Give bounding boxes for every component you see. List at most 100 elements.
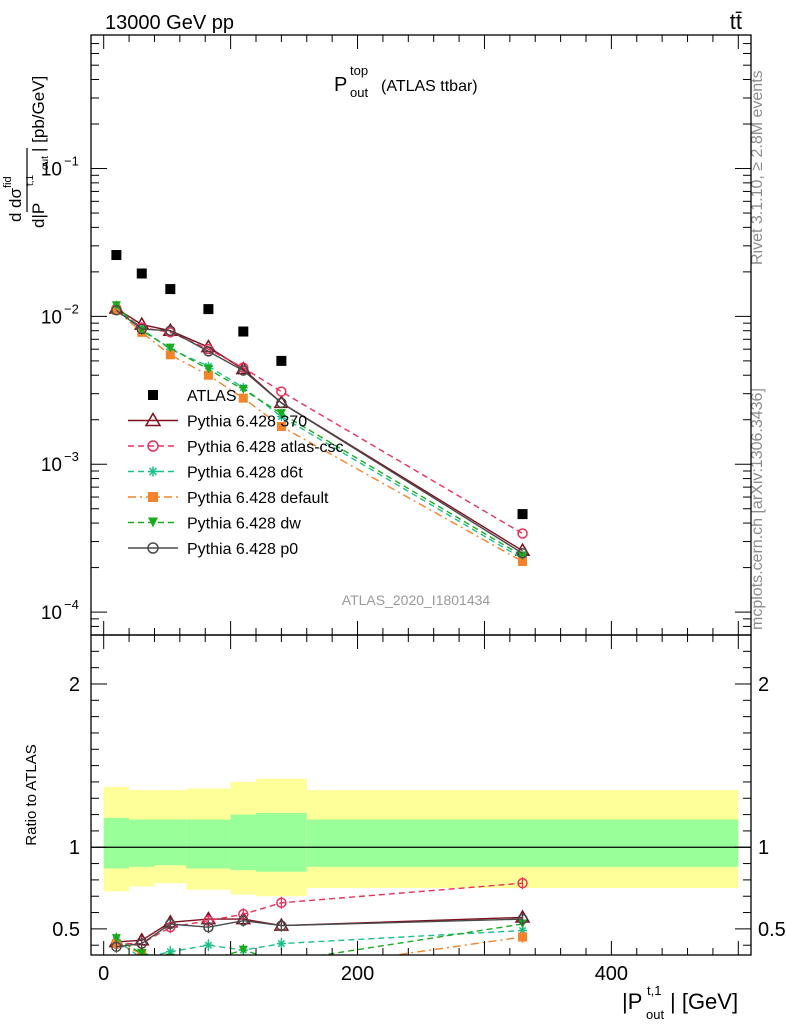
- ratio-ylabel: Ratio to ATLAS: [23, 744, 40, 845]
- series-line: [115, 306, 523, 560]
- ratio-point: [518, 932, 528, 942]
- legend-entry: Pythia 6.428 p0: [128, 541, 298, 558]
- ylabel-denominator: d|P: [29, 203, 48, 228]
- legend-entry: ATLAS: [148, 388, 237, 405]
- xlabel-sup: t,1: [647, 983, 661, 998]
- series-line: [115, 309, 523, 554]
- data-point: [276, 409, 286, 419]
- data-point: [203, 346, 214, 357]
- ratio-point: [276, 939, 286, 949]
- legend-label: Pythia 6.428 p0: [187, 541, 298, 558]
- data-point: [111, 250, 122, 261]
- legend-marker: [148, 390, 158, 400]
- main-panel: 10−110−210−310−4 P top out (ATLAS ttbar)…: [2, 34, 752, 636]
- ratio-series-pythia-6-428-p0: [111, 913, 528, 953]
- ratio-point-stroke: [143, 954, 145, 955]
- data-point: [203, 370, 213, 380]
- ratio-point-stroke: [277, 939, 286, 948]
- green-band: [129, 819, 155, 867]
- data-point: [136, 268, 147, 279]
- ratio-point: [203, 940, 213, 950]
- data-point: [518, 551, 528, 561]
- green-band: [256, 812, 307, 872]
- watermark-label: ATLAS_2020_I1801434: [342, 592, 491, 608]
- process-label: tt̄: [730, 9, 742, 34]
- energy-label: 13000 GeV pp: [105, 12, 234, 34]
- ratio-series-pythia-6-428-370: [108, 909, 531, 948]
- data-point: [276, 421, 286, 431]
- y-tick-label-base: 10: [41, 455, 62, 476]
- ratio-y-tick-label-left: 1: [69, 837, 80, 859]
- series-pythia-6-428-p0: [111, 305, 528, 559]
- data-point: [517, 528, 528, 539]
- ylabel-fid: fid: [2, 176, 14, 188]
- ratio-frame: [90, 634, 752, 956]
- series-pythia-6-428-dw: [111, 301, 528, 561]
- series-line: [115, 305, 523, 557]
- xlabel-main: |P: [622, 989, 642, 1014]
- ratio-axes: 0.5 0.5 1 1 2 2 0 200 400: [52, 635, 786, 985]
- legend-marker: [148, 492, 158, 502]
- main-ylabel: d dσ fid d|P t,1 out | [pb/GeV]: [2, 76, 51, 228]
- y-tick-label-base: 10: [41, 307, 62, 328]
- data-point: [137, 326, 147, 336]
- ylabel-sigma: dσ: [6, 188, 25, 208]
- data-point: [518, 556, 528, 566]
- green-band: [186, 819, 231, 869]
- data-point: [238, 326, 249, 337]
- ratio-point: [238, 915, 249, 926]
- ratio-point: [136, 938, 148, 949]
- ratio-point: [137, 948, 147, 955]
- ratio-line: [116, 882, 523, 945]
- legend-marker: [144, 412, 162, 427]
- green-band: [230, 814, 256, 871]
- data-point: [111, 305, 121, 315]
- ratio-xlabel: |P t,1 out | [GeV]: [622, 983, 738, 1022]
- data-point: [203, 304, 214, 315]
- legend-entry: Pythia 6.428 370: [128, 412, 307, 431]
- legend-entry: Pythia 6.428 default: [128, 490, 329, 507]
- data-point: [203, 364, 213, 374]
- legend-label: Pythia 6.428 370: [187, 414, 307, 431]
- legend-marker: [147, 440, 159, 452]
- ratio-data-layer: [108, 877, 531, 973]
- data-point: [517, 548, 528, 559]
- legend-label: ATLAS: [187, 388, 237, 405]
- legend: ATLAS Pythia 6.428 370 Pythia 6.428 atlas-…: [128, 388, 344, 558]
- main-axes: 10−110−210−310−4: [41, 34, 751, 636]
- green-band: [154, 819, 187, 866]
- mcplots-label: mcplots.cern.ch [arXiv:1306.3436]: [749, 388, 766, 630]
- ratio-bands: [91, 778, 751, 897]
- ratio-point: [203, 921, 214, 933]
- ratio-point: [204, 962, 213, 971]
- data-point: [238, 365, 249, 376]
- ratio-point: [276, 897, 287, 909]
- legend-entry: Pythia 6.428 d6t: [128, 465, 303, 482]
- ratio-y-tick-label-right: 1: [758, 837, 769, 859]
- legend-marker: [147, 542, 159, 554]
- y-tick-label-exp: −4: [64, 597, 79, 612]
- ratio-point: [239, 964, 248, 973]
- legend-label: Pythia 6.428 default: [187, 490, 329, 507]
- xlabel-unit: | [GeV]: [670, 989, 738, 1014]
- series-pythia-6-428-d6t: [111, 302, 528, 564]
- y-tick-label-base: 10: [41, 160, 62, 181]
- ylabel-unit: | [pb/GeV]: [29, 76, 48, 152]
- plot-title-sub: out: [350, 85, 368, 100]
- legend-marker-stroke: [148, 467, 158, 476]
- ratio-y-tick-label-right: 0.5: [758, 919, 786, 941]
- ylabel-d: d: [6, 213, 25, 222]
- ratio-point: [111, 941, 122, 953]
- ratio-line: [115, 929, 523, 955]
- ratio-point: [111, 934, 121, 944]
- ratio-y-tick-label-right: 2: [758, 674, 769, 696]
- plot-title-suffix: (ATLAS ttbar): [381, 78, 478, 95]
- data-point: [165, 325, 176, 336]
- plot-title-sup: top: [350, 63, 368, 78]
- series-atlas: [111, 250, 528, 520]
- ratio-point: [166, 959, 175, 968]
- ratio-point: [204, 955, 213, 964]
- ratio-line: [116, 923, 523, 955]
- legend-marker: [148, 517, 158, 528]
